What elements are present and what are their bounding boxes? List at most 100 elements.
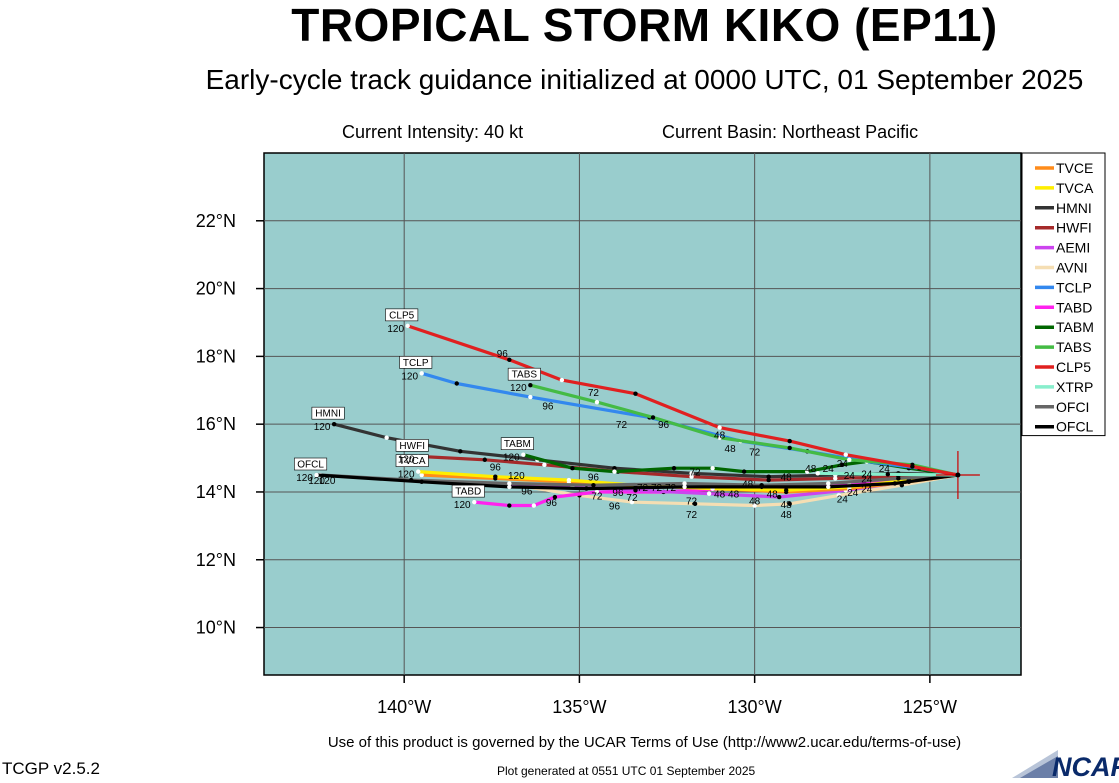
track-point xyxy=(783,488,789,493)
legend-label-aemi: AEMI xyxy=(1056,240,1090,256)
track-point xyxy=(892,481,898,486)
forecast-hour-label: 72 xyxy=(690,468,702,479)
track-point xyxy=(419,472,424,478)
track-point xyxy=(507,503,512,508)
track-point xyxy=(759,484,764,490)
forecast-hour-label: 96 xyxy=(542,402,554,413)
forecast-hour-label: 72 xyxy=(665,483,677,494)
forecast-hour-label: 96 xyxy=(658,420,670,431)
model-tags: TABD120TVCA120HWFI120HMNI120TABM120OFCL1… xyxy=(294,308,541,511)
forecast-hour-label: 120 xyxy=(308,476,325,487)
forecast-hour-label: 24 xyxy=(837,495,849,506)
track-point xyxy=(493,474,498,479)
track-point xyxy=(766,474,771,479)
track-point xyxy=(836,493,841,498)
track-point xyxy=(528,382,533,388)
y-tick-label: 16°N xyxy=(196,414,236,434)
y-tick-label: 22°N xyxy=(196,211,236,231)
track-point xyxy=(570,466,575,471)
current-basin-label: Current Basin: Northeast Pacific xyxy=(662,122,919,142)
forecast-hour-label: 24 xyxy=(837,459,849,470)
forecast-hour-label: 48 xyxy=(805,464,817,475)
terms-of-use-note: Use of this product is governed by the U… xyxy=(327,734,962,751)
forecast-hour-label: 96 xyxy=(588,473,600,484)
track-point xyxy=(542,462,547,468)
ncar-logo-icon xyxy=(1012,750,1058,778)
track-point xyxy=(682,484,687,490)
track-point xyxy=(787,445,792,451)
model-tag-box xyxy=(500,437,534,450)
forecast-hour-label: 72 xyxy=(686,496,698,507)
x-tick-label: 125°W xyxy=(903,697,957,717)
track-point xyxy=(689,471,694,476)
chart-title: TROPICAL STORM KIKO (EP11) xyxy=(291,0,998,51)
track-point xyxy=(482,457,487,462)
track-point xyxy=(454,381,459,386)
model-tag-tclp: TCLP xyxy=(403,358,429,369)
forecast-hour-label: 48 xyxy=(781,510,793,521)
y-tick-label: 20°N xyxy=(196,279,236,299)
track-point xyxy=(710,466,715,471)
track-point xyxy=(416,469,421,474)
track-point xyxy=(692,501,698,507)
track-point xyxy=(787,501,792,507)
forecast-hour-label: 24 xyxy=(844,471,856,482)
forecast-hour-label: 48 xyxy=(725,444,737,455)
legend-label-tabd: TABD xyxy=(1056,299,1092,315)
legend-label-avni: AVNI xyxy=(1056,260,1088,276)
track-point xyxy=(689,474,694,479)
track-point xyxy=(331,421,337,427)
track-point xyxy=(752,503,757,508)
legend-label-ofcl: OFCL xyxy=(1056,419,1094,435)
storm-center xyxy=(955,472,961,478)
track-point xyxy=(566,477,572,483)
legend-box xyxy=(1021,152,1106,437)
track-point xyxy=(885,472,891,477)
forecast-hour-label: 24 xyxy=(823,464,835,475)
track-point xyxy=(717,435,722,440)
track-point xyxy=(896,476,901,481)
forecast-hour-label: 24 xyxy=(879,464,891,475)
model-tag-box xyxy=(385,308,419,322)
track-point xyxy=(507,481,512,486)
track-point xyxy=(507,357,512,362)
track-point xyxy=(717,425,722,430)
forecast-hour-label: 96 xyxy=(546,498,558,509)
model-end-hour: 120 xyxy=(510,383,527,394)
track-point xyxy=(766,477,771,483)
model-end-hour: 120 xyxy=(454,500,471,511)
track-point xyxy=(650,415,656,420)
model-tag-box xyxy=(507,367,541,381)
forecast-hour-label: 120 xyxy=(319,476,336,487)
model-tag-tabd: TABD xyxy=(455,487,481,498)
forecast-hour-label: 96 xyxy=(612,488,624,499)
track-point xyxy=(847,457,852,462)
forecast-hour-label: 72 xyxy=(651,483,663,494)
track-point xyxy=(531,503,537,508)
forecast-hour-label: 24 xyxy=(847,488,859,499)
model-tag-box xyxy=(399,356,433,369)
track-point xyxy=(815,471,820,476)
legend-label-clp5: CLP5 xyxy=(1056,359,1091,375)
track-point xyxy=(528,394,533,400)
forecast-hour-label: 72 xyxy=(637,483,649,494)
legend-label-tabm: TABM xyxy=(1056,319,1094,335)
track-point xyxy=(594,489,600,495)
current-intensity-label: Current Intensity: 40 kt xyxy=(342,122,524,142)
model-tag-tvca: TVCA xyxy=(399,456,426,467)
legend-label-tvca: TVCA xyxy=(1056,180,1094,196)
forecast-hour-label: 96 xyxy=(497,349,509,360)
forecast-hour-label: 72 xyxy=(626,493,638,504)
model-tag-hmni: HMNI xyxy=(315,409,341,420)
forecast-hour-label: 24 xyxy=(861,469,873,480)
legend-label-tabs: TABS xyxy=(1056,339,1092,355)
forecast-hour-label: 48 xyxy=(742,479,754,490)
legend-label-hwfi: HWFI xyxy=(1056,220,1092,236)
y-tick-label: 14°N xyxy=(196,482,236,502)
forecast-hour-label: 96 xyxy=(490,463,502,474)
model-tag-clp5: CLP5 xyxy=(389,310,414,321)
track-point xyxy=(787,438,792,444)
model-end-hour: 120 xyxy=(503,453,520,464)
generated-timestamp: Plot generated at 0551 UTC 01 September … xyxy=(497,764,756,778)
forecast-hour-label: 72 xyxy=(616,420,628,431)
